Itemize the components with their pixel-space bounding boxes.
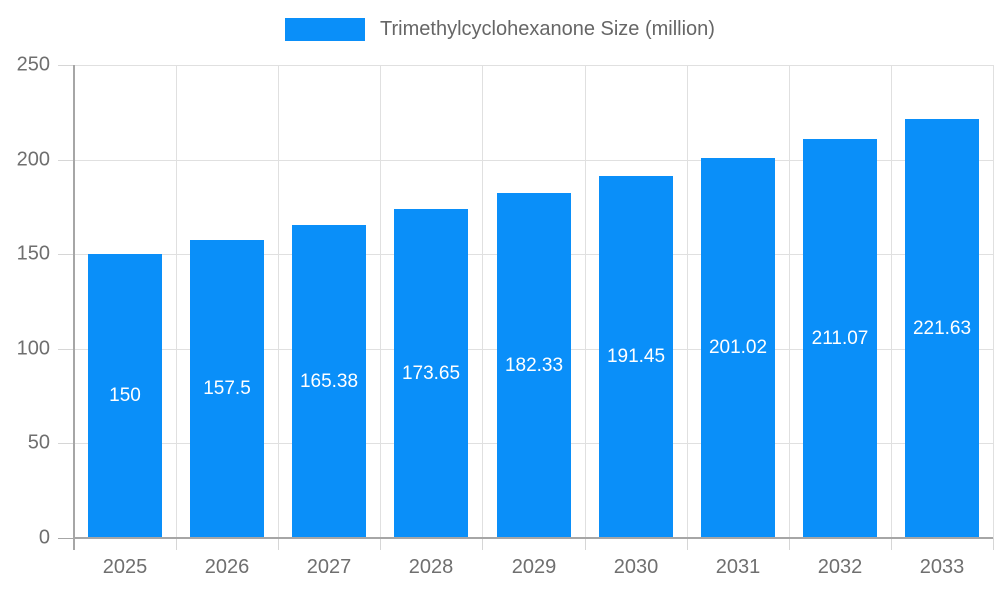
gridline-x (891, 65, 892, 538)
x-axis-tick (176, 538, 177, 550)
y-axis-tick (58, 443, 74, 444)
x-axis-line (74, 537, 993, 539)
y-tick-label: 150 (16, 242, 50, 265)
x-tick-label: 2025 (102, 556, 148, 578)
bar[interactable] (497, 193, 571, 538)
y-tick-label: 50 (27, 431, 50, 454)
gridline-x (789, 65, 790, 538)
x-tick-label: 2030 (613, 556, 659, 578)
bar[interactable] (803, 139, 877, 538)
gridline-x (482, 65, 483, 538)
bar[interactable] (88, 254, 162, 538)
y-axis-tick (58, 538, 74, 539)
gridline-y (74, 65, 993, 66)
x-axis-tick (687, 538, 688, 550)
y-tick-label: 250 (16, 53, 50, 76)
gridline-x (993, 65, 994, 538)
x-axis-tick (789, 538, 790, 550)
y-axis-tick (58, 254, 74, 255)
x-tick-label: 2033 (919, 556, 965, 578)
x-axis-tick (891, 538, 892, 550)
x-tick-label: 2029 (511, 556, 557, 578)
bar[interactable] (905, 119, 979, 538)
bar[interactable] (292, 225, 366, 538)
x-tick-label: 2028 (408, 556, 454, 578)
bar[interactable] (394, 209, 468, 538)
legend-swatch (285, 18, 366, 41)
x-axis-tick (993, 538, 994, 550)
bar[interactable] (599, 176, 673, 538)
x-axis-tick (585, 538, 586, 550)
gridline-x (687, 65, 688, 538)
x-tick-label: 2032 (817, 556, 863, 578)
gridline-y (74, 160, 993, 161)
y-axis-tick (58, 349, 74, 350)
bar[interactable] (701, 158, 775, 538)
legend[interactable]: Trimethylcyclohexanone Size (million) (0, 18, 1000, 41)
x-axis-tick (380, 538, 381, 550)
y-axis-line (73, 65, 75, 550)
x-tick-label: 2026 (204, 556, 250, 578)
gridline-x (380, 65, 381, 538)
x-tick-label: 2027 (306, 556, 352, 578)
gridline-x (176, 65, 177, 538)
bar[interactable] (190, 240, 264, 538)
x-tick-label: 2031 (715, 556, 761, 578)
y-tick-label: 0 (38, 526, 50, 549)
y-axis-tick (58, 160, 74, 161)
gridline-x (278, 65, 279, 538)
x-axis-tick (278, 538, 279, 550)
legend-label: Trimethylcyclohexanone Size (million) (380, 18, 715, 40)
y-tick-label: 100 (16, 337, 50, 360)
gridline-x (585, 65, 586, 538)
y-tick-label: 200 (16, 148, 50, 171)
y-axis-tick (58, 65, 74, 66)
x-axis-tick (482, 538, 483, 550)
